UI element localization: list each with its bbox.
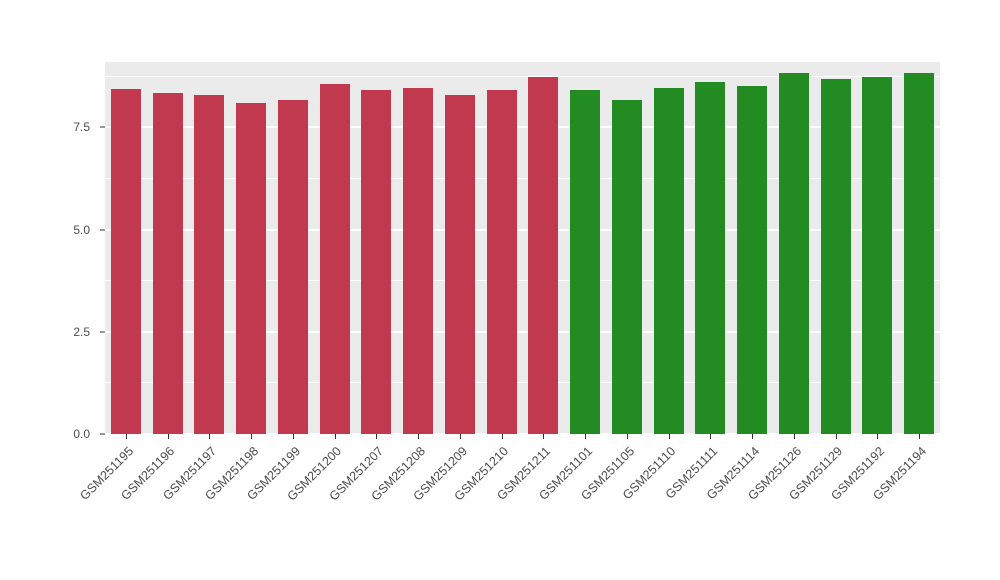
bar-GSM251208	[403, 87, 434, 434]
bar-GSM251111	[695, 81, 726, 434]
x-tick-mark	[919, 434, 921, 439]
bar-GSM251195	[110, 88, 141, 434]
minor-gridline	[105, 75, 940, 77]
x-tick-mark	[585, 434, 587, 439]
bar-GSM251105	[611, 100, 642, 434]
x-tick-mark	[543, 434, 545, 439]
x-tick-mark	[501, 434, 503, 439]
minor-gridline	[105, 382, 940, 384]
x-tick-mark	[752, 434, 754, 439]
bar-GSM251200	[319, 83, 350, 434]
bar-GSM251210	[486, 89, 517, 434]
x-tick-mark	[668, 434, 670, 439]
bar-GSM251129	[820, 79, 851, 434]
x-tick-mark	[835, 434, 837, 439]
x-tick-mark	[418, 434, 420, 439]
minor-gridline	[105, 280, 940, 282]
y-tick-mark	[100, 229, 105, 231]
bar-GSM251207	[361, 89, 392, 434]
bars-row	[105, 62, 940, 434]
bar-GSM251197	[194, 94, 225, 434]
y-tick-mark	[100, 126, 105, 128]
x-tick-mark	[209, 434, 211, 439]
bar-GSM251211	[528, 77, 559, 434]
x-tick-mark	[292, 434, 294, 439]
y-tick-mark	[100, 433, 105, 435]
y-tick-label: 0.0	[73, 427, 90, 441]
y-tick-label: 5.0	[73, 222, 90, 237]
bar-GSM251101	[570, 89, 601, 434]
major-gridline	[105, 330, 940, 333]
bar-GSM251114	[737, 85, 768, 434]
minor-gridline	[105, 178, 940, 180]
y-axis: 0.0 2.5 5.0 7.5	[0, 62, 105, 441]
bar-GSM251126	[778, 73, 809, 434]
x-tick-mark	[125, 434, 127, 439]
bar-GSM251192	[862, 77, 893, 434]
y-tick-label: 7.5	[73, 120, 90, 135]
x-tick-mark	[167, 434, 169, 439]
x-tick-mark	[626, 434, 628, 439]
bar-GSM251110	[653, 87, 684, 434]
major-gridline	[105, 433, 940, 435]
x-tick-mark	[376, 434, 378, 439]
major-gridline	[105, 228, 940, 231]
x-axis-labels: GSM251195 GSM251196 GSM251197 GSM251198 GSM2…	[77, 444, 940, 554]
x-tick-mark	[793, 434, 795, 439]
bar-GSM251199	[277, 100, 308, 434]
major-gridline	[105, 126, 940, 129]
bar-GSM251198	[236, 102, 267, 434]
bar-GSM251196	[152, 93, 183, 434]
x-tick-mark	[334, 434, 336, 439]
plot-panel	[105, 62, 940, 435]
y-tick-label: 2.5	[73, 324, 90, 339]
x-tick-mark	[459, 434, 461, 439]
x-tick-mark	[877, 434, 879, 439]
x-tick-mark	[710, 434, 712, 439]
x-tick-mark	[251, 434, 253, 439]
bar-GSM251194	[904, 73, 935, 434]
bar-GSM251209	[444, 94, 475, 434]
y-tick-mark	[100, 331, 105, 333]
